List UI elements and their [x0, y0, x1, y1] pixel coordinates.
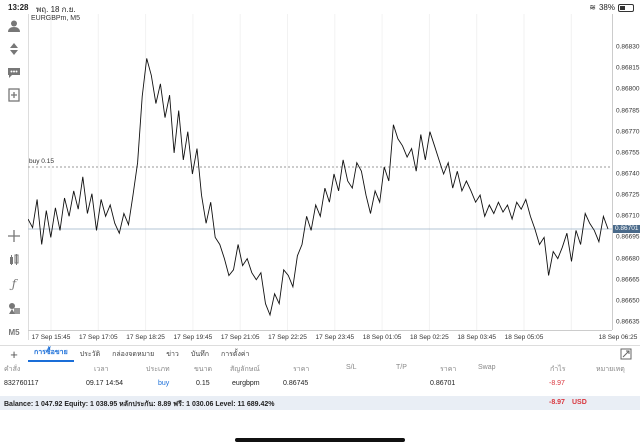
function-icon[interactable]: ƒ — [11, 277, 17, 291]
order-profit: -8.97 — [549, 380, 565, 387]
expand-panel-icon[interactable] — [620, 348, 632, 360]
price-tick-label: 0.86725 — [616, 191, 640, 199]
price-tick-label: 0.86710 — [616, 212, 640, 220]
time-tick-label: 17 Sep 15:45 — [31, 334, 71, 341]
order-current-price: 0.86701 — [430, 380, 456, 387]
header-tp: T/P — [396, 364, 407, 371]
order-id: 832760117 — [4, 380, 39, 387]
price-tick-label: 0.86830 — [616, 43, 640, 51]
time-tick-label: 18 Sep 02:25 — [410, 334, 449, 341]
balance-bar: Balance: 1 047.92 Equity: 1 038.95 หลักป… — [0, 396, 640, 410]
home-indicator — [235, 438, 405, 442]
status-right: ≋ 38% — [589, 3, 634, 12]
clock: 13:28 — [8, 3, 29, 12]
crosshair-icon[interactable] — [6, 228, 22, 244]
tab-mailbox[interactable]: กล่องจดหมาย — [112, 351, 155, 358]
accounts-icon[interactable] — [6, 18, 22, 34]
header-time: เวลา — [94, 366, 109, 373]
tab-news[interactable]: ข่าว — [166, 351, 179, 358]
time-tick-label: 18 Sep 05:05 — [504, 334, 544, 341]
status-bar: 13:28 พฤ. 18 ก.ย. ≋ 38% — [0, 0, 640, 14]
tab-settings[interactable]: การตั้งค่า — [220, 351, 250, 358]
header-comment: หมายเหตุ — [596, 366, 625, 373]
tab-trade[interactable]: การซื้อขาย — [28, 347, 74, 362]
add-icon[interactable]: + — [10, 347, 18, 362]
time-tick-label: 18 Sep 03:45 — [457, 334, 497, 341]
order-open-price: 0.86745 — [283, 380, 309, 387]
timeframe-button[interactable]: M5 — [8, 327, 20, 337]
terminal-tabs: + การซื้อขาย ประวัติ กล่องจดหมาย ข่าว บั… — [0, 345, 640, 363]
header-size: ขนาด — [194, 366, 213, 373]
price-tick-label: 0.86650 — [616, 297, 640, 305]
time-tick-label: 17 Sep 23:45 — [315, 334, 355, 341]
balance-summary: Balance: 1 047.92 Equity: 1 038.95 หลักป… — [4, 401, 275, 408]
battery-icon — [618, 3, 634, 12]
chart-toolbar: ƒ M5 — [0, 14, 29, 340]
order-symbol: eurgbpm — [232, 380, 260, 387]
objects-icon[interactable] — [6, 300, 22, 316]
price-tick-label: 0.86770 — [616, 128, 640, 136]
order-type: buy — [158, 380, 170, 387]
total-profit: -8.97 — [549, 399, 565, 406]
buy-line-label: buy 0.15 — [29, 157, 54, 165]
price-tick-label: 0.86680 — [616, 255, 640, 263]
price-tick-label: 0.86785 — [616, 107, 640, 115]
time-tick-label: 18 Sep 06:25 — [598, 334, 638, 341]
time-tick-label: 17 Sep 17:05 — [78, 334, 118, 341]
table-row[interactable]: 832760117 09.17 14:54 buy 0.15 eurgbpm 0… — [0, 380, 640, 394]
time-tick-label: 17 Sep 18:25 — [126, 334, 165, 341]
header-current-price: ราคา — [440, 366, 457, 373]
currency: USD — [572, 399, 587, 406]
current-price-tag: 0.86701 — [613, 224, 640, 233]
header-symbol: สัญลักษณ์ — [230, 366, 260, 373]
battery-percent: 38% — [598, 3, 615, 12]
symbol-label: EURGBPm, M5 — [31, 15, 81, 22]
trade-table-header: คำสั่ง เวลา ประเภท ขนาด สัญลักษณ์ ราคา S… — [0, 364, 640, 376]
order-time: 09.17 14:54 — [86, 380, 123, 387]
time-tick-label: 18 Sep 01:05 — [362, 334, 402, 341]
price-series-line — [28, 58, 609, 317]
header-type: ประเภท — [146, 366, 170, 373]
header-order: คำสั่ง — [4, 366, 21, 373]
chat-icon[interactable] — [6, 64, 22, 80]
time-tick-label: 17 Sep 22:25 — [268, 334, 307, 341]
order-size: 0.15 — [196, 380, 210, 387]
price-tick-label: 0.86665 — [616, 276, 640, 284]
time-axis[interactable]: 17 Sep 15:45 17 Sep 17:05 17 Sep 18:25 17 S… — [28, 330, 637, 343]
header-swap: Swap — [478, 364, 496, 371]
trade-icon[interactable] — [6, 41, 22, 57]
price-tick-label: 0.86740 — [616, 170, 640, 178]
date: พฤ. 18 ก.ย. — [36, 5, 76, 14]
indicators-icon[interactable] — [6, 252, 22, 268]
wifi-icon: ≋ — [589, 3, 596, 12]
price-tick-label: 0.86695 — [616, 233, 640, 241]
time-tick-label: 17 Sep 21:05 — [220, 334, 260, 341]
time-tick-label: 17 Sep 19:45 — [173, 334, 213, 341]
price-axis[interactable]: 0.86830 0.86815 0.86800 0.86785 0.86770 0.867… — [612, 14, 640, 330]
price-tick-label: 0.86635 — [616, 318, 640, 326]
header-price: ราคา — [293, 366, 310, 373]
header-sl: S/L — [346, 364, 357, 371]
tab-journal[interactable]: บันทึก — [190, 351, 209, 358]
price-chart[interactable] — [28, 14, 612, 330]
header-profit: กำไร — [550, 366, 566, 373]
new-order-icon[interactable] — [6, 87, 22, 103]
tab-history[interactable]: ประวัติ — [79, 351, 101, 358]
price-tick-label: 0.86800 — [616, 85, 640, 93]
price-tick-label: 0.86815 — [616, 64, 640, 72]
price-tick-label: 0.86755 — [616, 149, 640, 157]
chart-area[interactable]: EURGBPm, M5 buy 0.15 0.86830 0.86815 0.868… — [28, 14, 640, 342]
